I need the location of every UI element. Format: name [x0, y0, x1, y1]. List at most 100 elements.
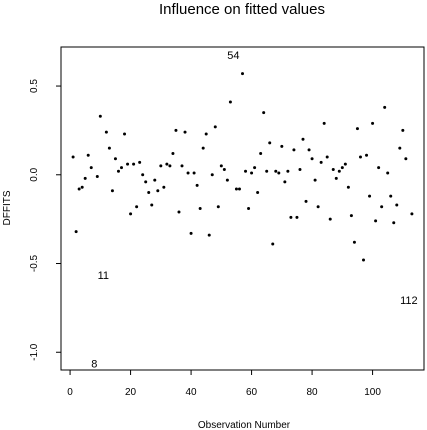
data-point — [340, 166, 344, 170]
data-point — [343, 162, 347, 166]
y-axis: -1.0 -0.5 0.0 0.5 — [29, 79, 61, 361]
data-point — [268, 141, 272, 145]
data-point — [334, 176, 338, 180]
data-point — [371, 121, 375, 125]
data-point — [410, 212, 414, 216]
data-point — [328, 217, 332, 221]
y-tick-label: -0.5 — [29, 254, 40, 272]
data-point — [147, 191, 151, 195]
data-point — [71, 155, 75, 159]
data-point — [292, 148, 296, 152]
x-tick-label: 100 — [364, 387, 381, 398]
data-point — [213, 125, 217, 129]
point-label: 8 — [91, 359, 97, 371]
data-point — [86, 153, 90, 157]
data-point — [337, 169, 341, 173]
data-point — [304, 199, 308, 203]
data-point — [307, 148, 311, 152]
data-point — [89, 166, 93, 170]
data-point — [225, 178, 229, 182]
data-point — [216, 205, 220, 209]
data-point — [74, 230, 78, 234]
data-point — [392, 221, 396, 225]
data-point — [195, 183, 199, 187]
data-point — [135, 205, 139, 209]
data-point — [113, 157, 117, 161]
data-point — [83, 176, 87, 180]
data-point — [271, 242, 275, 246]
data-point — [250, 171, 254, 175]
data-point — [301, 137, 305, 141]
data-point — [168, 164, 172, 168]
data-point — [253, 166, 257, 170]
data-point — [222, 167, 226, 171]
data-point — [280, 144, 284, 148]
data-point — [362, 258, 365, 262]
point-label: 11 — [98, 270, 109, 282]
data-point — [365, 153, 369, 157]
data-point — [126, 162, 130, 166]
data-point — [159, 164, 163, 168]
data-point — [313, 178, 317, 182]
data-point — [377, 166, 381, 170]
data-point — [165, 162, 169, 166]
data-point — [355, 127, 359, 131]
data-point — [325, 155, 329, 159]
data-point — [241, 72, 244, 76]
data-point — [395, 203, 399, 207]
data-point — [247, 207, 251, 210]
data-point — [259, 151, 263, 155]
data-point — [129, 212, 133, 216]
data-point — [368, 194, 372, 198]
data-point — [352, 240, 356, 244]
data-point — [104, 130, 108, 134]
data-point — [310, 157, 314, 161]
data-point — [383, 105, 387, 109]
data-point — [398, 146, 402, 150]
x-tick-label: 20 — [125, 387, 137, 398]
data-point — [256, 191, 260, 195]
data-point — [219, 164, 223, 168]
x-tick-label: 60 — [246, 387, 258, 398]
y-axis-title: DFFITS — [2, 190, 13, 225]
data-point — [401, 128, 405, 132]
data-point — [123, 132, 127, 136]
data-point — [98, 114, 102, 118]
data-point — [107, 146, 111, 150]
data-point — [95, 175, 99, 179]
data-point — [186, 171, 190, 175]
data-point — [358, 155, 362, 159]
data-point — [141, 173, 145, 177]
data-point — [277, 171, 281, 175]
point-labels: 8 11 54 112 — [91, 50, 417, 371]
data-point — [144, 180, 148, 184]
data-point — [295, 215, 299, 219]
data-point — [262, 111, 266, 115]
y-tick-label: 0.5 — [29, 79, 40, 93]
data-point — [204, 132, 208, 136]
data-point — [374, 219, 378, 223]
y-tick-label: 0.0 — [29, 167, 40, 181]
data-point — [201, 146, 205, 150]
data-point — [286, 169, 290, 173]
data-point — [349, 214, 353, 218]
data-point — [283, 180, 287, 184]
x-tick-label: 40 — [186, 387, 198, 398]
data-point — [183, 130, 187, 134]
data-point — [244, 169, 248, 173]
y-tick-label: -1.0 — [29, 343, 40, 361]
data-point — [180, 164, 184, 168]
data-point — [156, 189, 160, 193]
data-point — [116, 169, 120, 173]
data-point — [120, 166, 123, 170]
point-label: 112 — [400, 295, 418, 307]
data-point — [380, 205, 384, 209]
data-point — [132, 162, 136, 166]
data-point — [228, 100, 232, 104]
data-point — [289, 215, 293, 219]
data-point — [298, 167, 302, 171]
x-axis-title: Observation Number — [198, 420, 291, 430]
data-point — [265, 169, 269, 173]
data-point — [322, 121, 326, 125]
